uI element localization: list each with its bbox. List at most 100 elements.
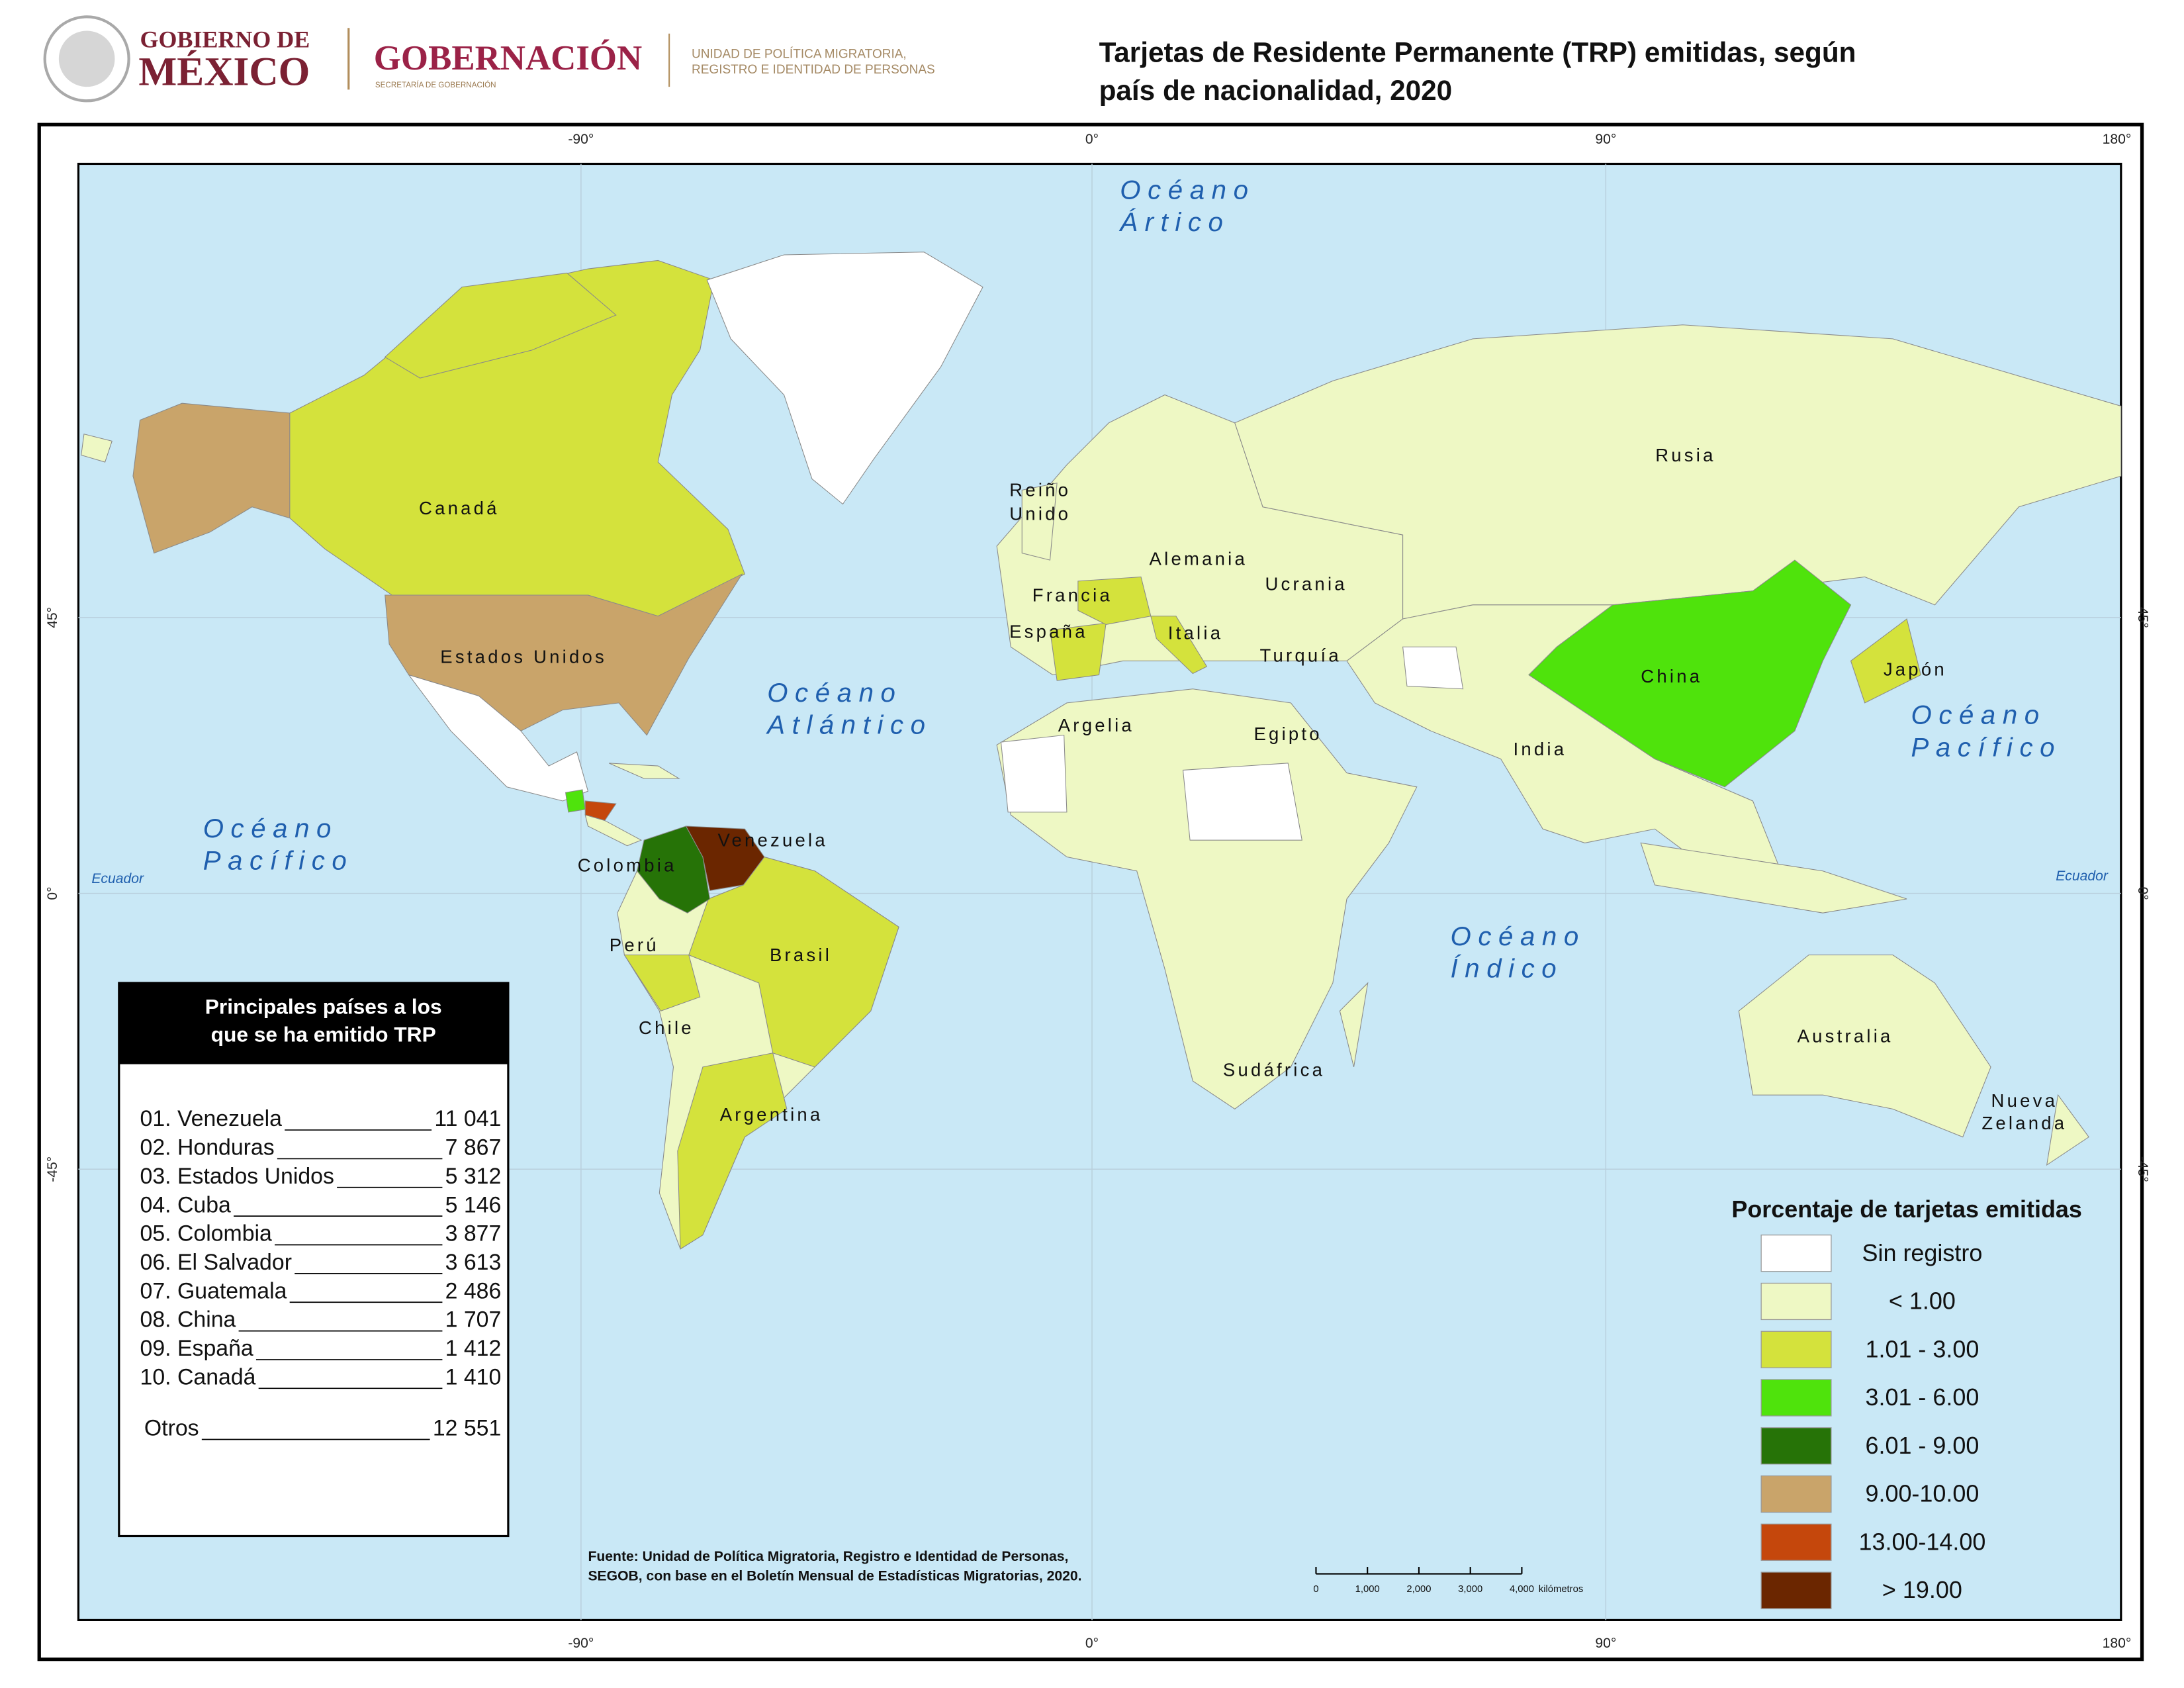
country-label: Alemania	[1150, 548, 1248, 569]
legend-swatch	[1760, 1571, 1832, 1609]
no-data	[1182, 763, 1302, 841]
canada-islands	[384, 272, 617, 379]
country-label: Rusia	[1655, 445, 1715, 465]
country-label: Chile	[639, 1017, 694, 1038]
italy	[1150, 616, 1208, 675]
latitude-label: -45°	[2135, 1156, 2150, 1182]
equator-label: Ecuador	[91, 871, 144, 886]
ocean-label: Océano	[1120, 175, 1255, 205]
labels: -90° -90° 0° 0° 90° 90° 180° 180° 45° 45° 0° 0° -45°…	[45, 132, 2150, 1651]
land	[81, 252, 2122, 1250]
scale-unit: kilómetros	[1539, 1584, 1583, 1595]
longitude-label: 90°	[1595, 1636, 1616, 1651]
table-country: 01. Venezuela	[140, 1106, 283, 1131]
ocean-label: Océano	[1911, 700, 2046, 730]
france	[1077, 576, 1152, 625]
title-line: Tarjetas de Residente Permanente (TRP) e…	[1099, 37, 1856, 68]
ocean-label: Pacífico	[1911, 732, 2062, 762]
legend-label: 9.00-10.00	[1865, 1480, 1979, 1507]
country-label: Canadá	[419, 498, 500, 518]
latitude-label: -45°	[45, 1156, 60, 1182]
legend-swatch	[1760, 1523, 1832, 1561]
ministry: GOBERNACIÓN	[374, 39, 642, 77]
table-country: 09. España	[140, 1336, 253, 1361]
scale-label: 0	[1313, 1584, 1318, 1595]
peru	[623, 955, 701, 1011]
scale-label: 3,000	[1458, 1584, 1482, 1595]
legend-label: Sin registro	[1862, 1239, 1982, 1266]
africa	[996, 688, 1418, 1109]
gov-line1: GOBIERNO DE	[140, 26, 310, 53]
spain	[1049, 622, 1107, 681]
longitude-label: 0°	[1085, 1636, 1099, 1651]
country-label: Nueva	[1991, 1090, 2058, 1111]
header: GOBIERNO DE MÉXICO GOBERNACIÓN SECRETARÍ…	[43, 15, 1856, 106]
ocean-label: Ártico	[1118, 207, 1230, 237]
country-label: Colombia	[578, 855, 677, 876]
table-value: 1 707	[445, 1307, 502, 1333]
table-title: que se ha emitido TRP	[211, 1023, 436, 1047]
table-country: 08. China	[140, 1307, 236, 1333]
table-value: 7 867	[445, 1135, 502, 1160]
country-label: Italia	[1168, 622, 1223, 643]
australia	[1738, 955, 1991, 1138]
ocean-label: Índico	[1451, 954, 1564, 984]
table-country: Otros	[144, 1416, 199, 1441]
country-label: Venezuela	[717, 830, 827, 851]
japan	[1850, 618, 1921, 704]
country-label: Estados Unidos	[440, 646, 607, 667]
source: SEGOB, con base en el Boletín Mensual de…	[588, 1568, 1081, 1583]
ocean-label: Atlántico	[766, 710, 932, 739]
table-country: 05. Colombia	[140, 1221, 273, 1246]
ministry-sub: SECRETARÍA DE GOBERNACIÓN	[375, 81, 496, 89]
venezuela	[685, 825, 765, 891]
scale-label: 2,000	[1406, 1584, 1431, 1595]
latitude-label: 0°	[45, 886, 60, 900]
china	[1528, 559, 1852, 788]
legend-swatch	[1760, 1282, 1832, 1321]
source: Fuente: Unidad de Política Migratoria, R…	[588, 1549, 1068, 1564]
uk	[1021, 483, 1058, 561]
table-value: 5 146	[445, 1192, 502, 1217]
ocean-label: Océano	[767, 678, 902, 708]
table-country: 06. El Salvador	[140, 1250, 292, 1275]
country-label: Sudáfrica	[1223, 1059, 1325, 1080]
table-rows: 01. Venezuela 11 041 02. Honduras 7 867 03. …	[140, 1106, 502, 1440]
no-data	[1402, 646, 1464, 690]
land	[81, 434, 113, 463]
equator-label: Ecuador	[2056, 868, 2109, 884]
table-country: 03. Estados Unidos	[140, 1164, 334, 1189]
legend-label: 13.00-14.00	[1858, 1528, 1985, 1555]
mexico	[408, 674, 589, 802]
russia	[1234, 324, 2122, 620]
legend: Sin registro < 1.00 1.01 - 3.00 3.01 - 6.00…	[1760, 1235, 1985, 1609]
latitude-label: 45°	[2135, 607, 2150, 628]
table-value: 5 312	[445, 1164, 502, 1189]
legend-label: 3.01 - 6.00	[1865, 1383, 1979, 1411]
longitude-label: -90°	[568, 1636, 594, 1651]
madagascar	[1339, 982, 1369, 1067]
country-label: Argentina	[720, 1104, 823, 1125]
table-country: 10. Canadá	[140, 1364, 256, 1389]
country-label: España	[1009, 621, 1088, 641]
country-label: Francia	[1032, 585, 1113, 605]
table-title: Principales países a los	[205, 994, 442, 1018]
country-label: India	[1514, 739, 1567, 759]
no-data	[1000, 734, 1068, 813]
country-label: Ucrania	[1265, 573, 1347, 594]
longitude-label: -90°	[568, 132, 594, 147]
table-value: 11 041	[434, 1106, 501, 1131]
legend-label: 1.01 - 3.00	[1865, 1335, 1979, 1362]
country-label: Egipto	[1253, 724, 1322, 744]
scale-label: 4,000	[1510, 1584, 1534, 1595]
legend-swatch	[1760, 1475, 1832, 1513]
new-zealand	[2046, 1094, 2089, 1166]
argentina	[677, 1053, 788, 1250]
title-line: país de nacionalidad, 2020	[1099, 75, 1453, 106]
latitude-label: 0°	[2135, 886, 2150, 900]
country-label: Australia	[1797, 1026, 1893, 1047]
country-label: Unido	[1009, 504, 1071, 524]
legend-label: < 1.00	[1889, 1288, 1956, 1315]
